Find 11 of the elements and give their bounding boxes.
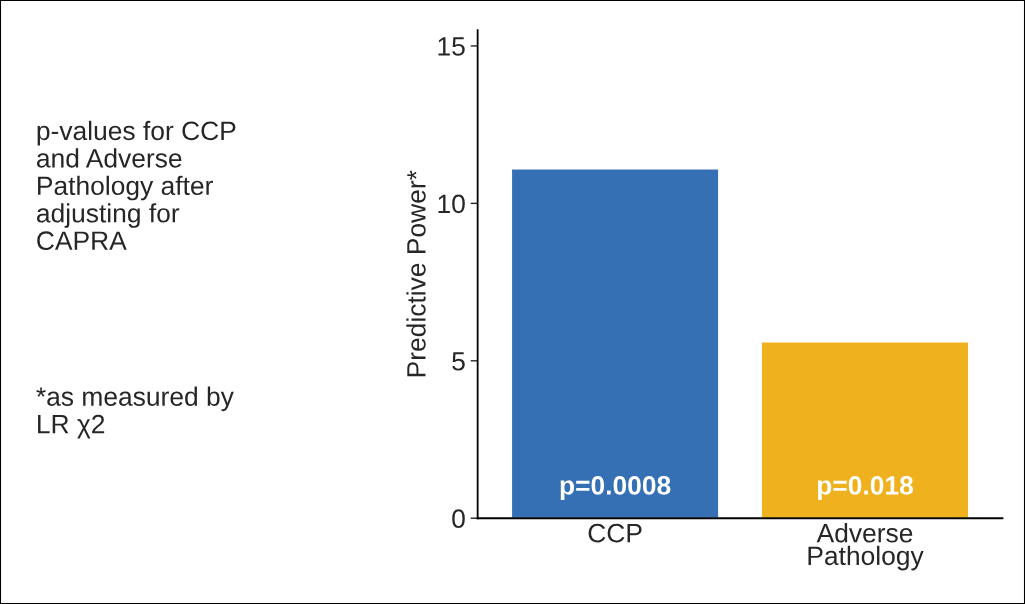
text: p-values for CCP and Adverse Pathology after adjusting for CAPRA [37,120,236,251]
annotation: p=0.0008 [560,476,671,500]
y-tick-label: 10 [438,194,465,214]
y-tick-label: 5 [452,352,465,371]
y-tick-label: 0 [452,509,465,529]
x-tick-label: Adverse Pathology [808,523,924,571]
y-axis-title: Predictive Power* [406,170,426,377]
x-tick-label: CCP [588,523,642,543]
text: *as measured by LR χ2 [36,386,234,439]
y-tick-label: 15 [438,37,465,56]
annotation: p=0.018 [817,476,913,500]
